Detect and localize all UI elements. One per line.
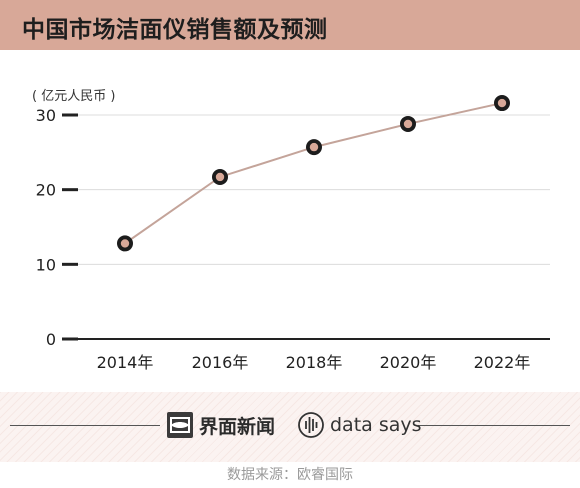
y-tick-label: 10 (36, 255, 56, 274)
jiemian-brand-text: 界面新闻 (199, 415, 276, 438)
series-line (124, 102, 503, 245)
y-tick-label: 0 (46, 330, 56, 349)
data-says-brand: data says (298, 408, 422, 442)
series-polyline (124, 102, 503, 245)
x-tick-label: 2020年 (380, 353, 437, 372)
title-bar: 中国市场洁面仪销售额及预测 (0, 0, 580, 50)
data-point (400, 115, 416, 132)
data-source: 数据来源：欧睿国际 (227, 467, 353, 483)
x-tick-label: 2014年 (97, 353, 154, 372)
x-tick-label: 2022年 (474, 353, 531, 372)
y-axis-unit-label: ( 亿元人民币 ) (32, 89, 115, 104)
data-point (212, 168, 228, 185)
jiemian-logo-icon (167, 412, 193, 438)
y-axis-ticks: 0 10 20 30 (36, 106, 78, 349)
footer-divider-left (10, 425, 160, 426)
data-point (117, 235, 133, 252)
data-points (117, 95, 510, 252)
grid-lines (62, 114, 550, 340)
chart-title: 中国市场洁面仪销售额及预测 (22, 17, 328, 43)
data-says-brand-text: data says (330, 414, 422, 436)
jiemian-brand: 界面新闻 (167, 408, 275, 442)
x-tick-label: 2016年 (192, 353, 249, 372)
y-tick-label: 30 (36, 106, 56, 125)
data-point (306, 139, 322, 156)
data-says-logo-icon (298, 412, 324, 438)
data-point (494, 95, 510, 112)
footer-band (0, 392, 580, 462)
y-tick-label: 20 (36, 181, 56, 200)
footer-divider-right (418, 425, 570, 426)
x-tick-label: 2018年 (286, 353, 343, 372)
x-axis-labels: 2014年 2016年 2018年 2020年 2022年 (97, 353, 531, 372)
